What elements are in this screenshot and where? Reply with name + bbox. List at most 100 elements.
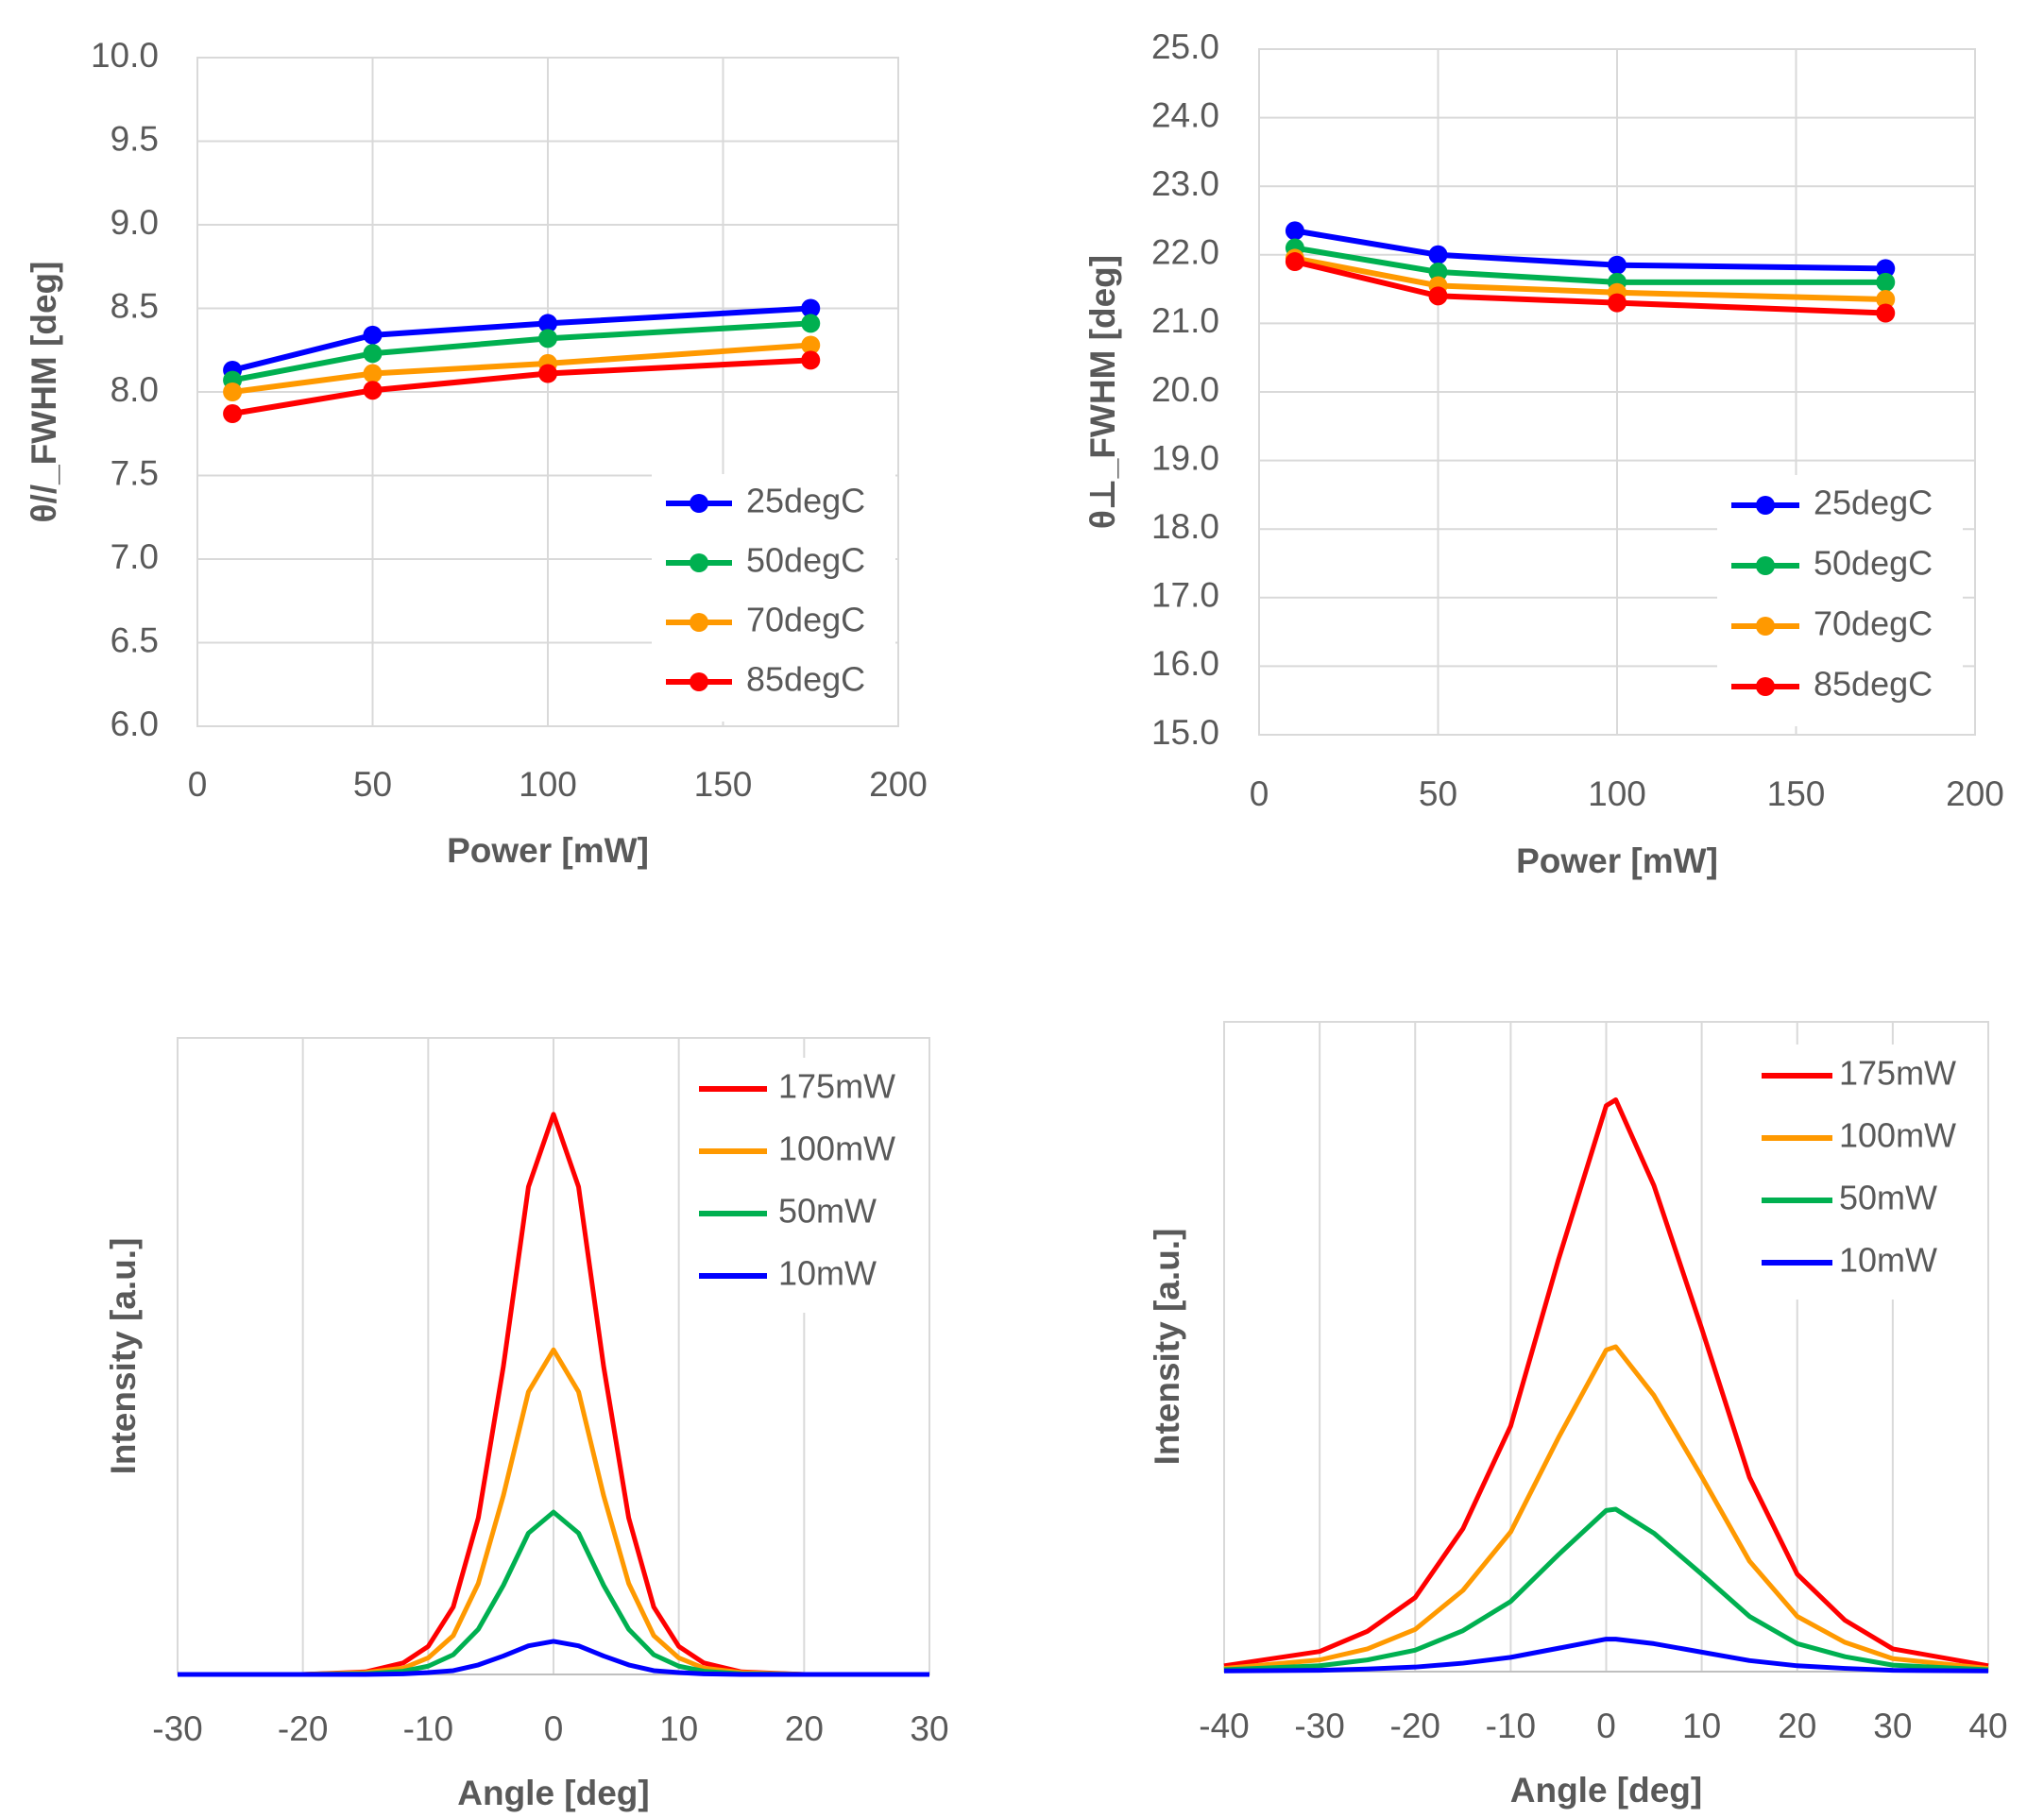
series-line <box>1294 245 1886 285</box>
legend-label: 175mW <box>1839 1054 1956 1093</box>
y-tick-label: 20.0 <box>1151 370 1219 409</box>
x-tick-label: -10 <box>1486 1707 1536 1745</box>
marker <box>801 298 821 318</box>
series-line <box>231 357 811 416</box>
legend-label: 175mW <box>778 1067 895 1106</box>
y-tick-label: 16.0 <box>1151 644 1219 683</box>
x-tick-label: 200 <box>869 765 928 804</box>
series-line <box>178 1639 929 1677</box>
marker <box>538 314 557 333</box>
legend-label: 10mW <box>778 1254 877 1293</box>
y-tick-label: 6.0 <box>111 705 159 743</box>
legend-label: 10mW <box>1839 1241 1937 1280</box>
marker <box>363 325 383 345</box>
x-axis-title: Power [mW] <box>1516 841 1718 880</box>
legend-marker <box>690 672 708 691</box>
y-tick-label: 22.0 <box>1151 233 1219 272</box>
y-tick-label: 24.0 <box>1151 95 1219 134</box>
y-tick-label: 25.0 <box>1151 27 1219 66</box>
marker <box>223 404 243 424</box>
series-line <box>178 1347 929 1677</box>
marker <box>1285 252 1304 272</box>
legend-label: 85degC <box>1814 665 1933 704</box>
y-axis-title: θ⊥_FWHM [deg] <box>1083 255 1122 529</box>
marker <box>801 350 821 370</box>
marker <box>1428 286 1448 306</box>
marker <box>1428 262 1448 281</box>
marker <box>801 335 821 355</box>
x-tick-label: 100 <box>1588 774 1646 813</box>
y-tick-label: 7.0 <box>111 537 159 576</box>
x-tick-label: 200 <box>1946 774 2004 813</box>
x-tick-label: 20 <box>1778 1707 1816 1745</box>
series-line <box>1223 1637 1989 1674</box>
x-tick-label: 0 <box>1250 774 1269 813</box>
series-line <box>1294 255 1886 302</box>
marker <box>1285 221 1304 241</box>
y-tick-label: 8.0 <box>111 370 159 409</box>
y-tick-label: 19.0 <box>1151 438 1219 477</box>
x-axis-title: Angle [deg] <box>1510 1771 1702 1810</box>
series-line <box>231 305 811 373</box>
series-line <box>231 320 811 383</box>
legend-label: 50degC <box>746 541 865 580</box>
series-line <box>1223 1097 1989 1669</box>
x-tick-label: 150 <box>694 765 753 804</box>
marker <box>363 364 383 383</box>
series-line <box>1294 259 1886 316</box>
x-tick-label: 150 <box>1767 774 1826 813</box>
x-tick-label: -30 <box>1294 1707 1344 1745</box>
legend-label: 25degC <box>1814 484 1933 522</box>
legend-marker <box>1756 617 1775 636</box>
marker <box>1608 255 1627 275</box>
marker <box>538 364 557 383</box>
marker <box>363 344 383 364</box>
y-tick-label: 23.0 <box>1151 164 1219 203</box>
x-axis-title: Power [mW] <box>447 831 649 870</box>
series-line <box>1223 1506 1989 1673</box>
y-axis-title: θ//_FWHM [deg] <box>25 262 63 523</box>
series-line <box>1294 228 1886 272</box>
x-tick-label: 0 <box>188 765 208 804</box>
legend-label: 50mW <box>778 1192 877 1231</box>
marker <box>1428 245 1448 264</box>
legend-label: 100mW <box>1839 1116 1956 1155</box>
y-tick-label: 10.0 <box>91 36 159 75</box>
legend-label: 25degC <box>746 482 865 520</box>
y-tick-label: 6.5 <box>111 620 159 659</box>
x-tick-label: 40 <box>1968 1707 2007 1745</box>
marker <box>801 314 821 333</box>
legend-label: 50degC <box>1814 544 1933 583</box>
marker <box>1876 289 1896 309</box>
marker <box>538 329 557 348</box>
series-line <box>178 1509 929 1677</box>
legend-marker <box>690 553 708 572</box>
x-tick-label: -20 <box>278 1709 328 1748</box>
x-tick-label: 0 <box>544 1709 564 1748</box>
legend-box <box>1746 1045 1977 1300</box>
y-tick-label: 18.0 <box>1151 507 1219 546</box>
x-tick-label: 50 <box>1419 774 1457 813</box>
series-line <box>178 1112 929 1677</box>
marker <box>363 381 383 400</box>
y-tick-label: 17.0 <box>1151 576 1219 615</box>
x-tick-label: 10 <box>1682 1707 1721 1745</box>
x-tick-label: 20 <box>785 1709 824 1748</box>
x-tick-label: 50 <box>353 765 392 804</box>
y-tick-label: 21.0 <box>1151 301 1219 340</box>
x-tick-label: 30 <box>1873 1707 1912 1745</box>
marker <box>1876 272 1896 292</box>
series-line <box>1223 1344 1989 1672</box>
legend-marker <box>1756 556 1775 575</box>
y-tick-label: 9.5 <box>111 119 159 158</box>
x-tick-label: 10 <box>659 1709 698 1748</box>
legend-marker <box>690 613 708 632</box>
x-tick-label: -40 <box>1199 1707 1249 1745</box>
x-tick-label: 0 <box>1596 1707 1616 1745</box>
x-tick-label: -10 <box>403 1709 453 1748</box>
series-line <box>231 342 811 395</box>
x-tick-label: -30 <box>152 1709 202 1748</box>
legend-label: 100mW <box>778 1130 895 1168</box>
marker <box>1608 293 1627 313</box>
